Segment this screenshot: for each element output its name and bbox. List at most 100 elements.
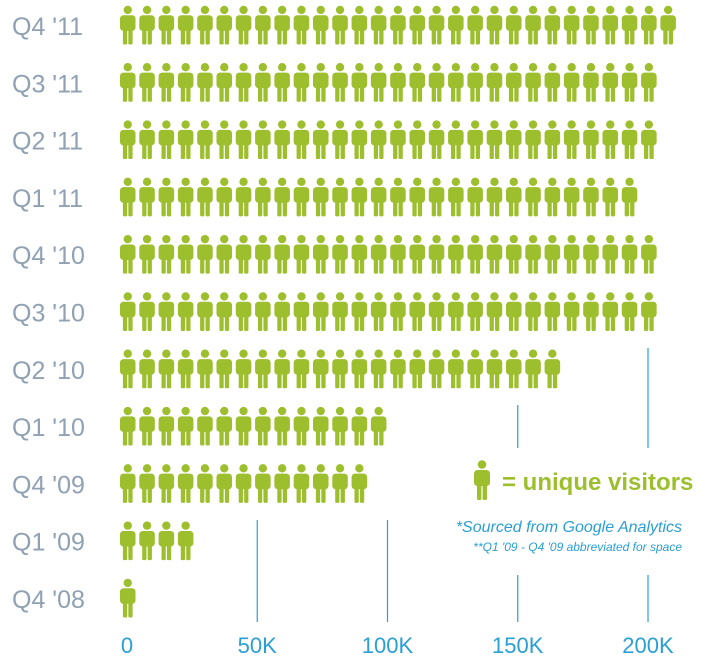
person-icon xyxy=(505,292,522,331)
category-label: Q3 '10 xyxy=(12,300,85,328)
person-icon xyxy=(448,234,464,274)
person-icon xyxy=(255,177,271,217)
person-icon xyxy=(197,349,213,389)
person-icon xyxy=(158,234,175,274)
person-icon xyxy=(177,5,194,45)
person-icon xyxy=(139,63,155,102)
person-icon xyxy=(428,234,445,274)
person-icon xyxy=(177,63,194,102)
person-icon xyxy=(235,406,252,446)
person-icon xyxy=(602,5,619,45)
person-icon xyxy=(428,292,445,331)
bar-row xyxy=(119,5,676,45)
person-icon xyxy=(467,292,483,331)
person-icon xyxy=(139,349,155,389)
person-icon xyxy=(332,406,348,446)
person-icon xyxy=(602,234,619,274)
source-note: *Sourced from Google Analytics xyxy=(456,519,682,536)
person-icon xyxy=(139,234,155,274)
person-icon xyxy=(525,349,541,389)
person-icon xyxy=(486,120,503,160)
person-icon xyxy=(332,464,348,503)
person-icon xyxy=(409,63,426,102)
bar-row xyxy=(119,177,638,217)
legend: = unique visitors xyxy=(474,460,693,500)
person-icon xyxy=(428,63,445,102)
person-icon xyxy=(158,5,175,45)
abbreviation-note: **Q1 '09 - Q4 '09 abbreviated for space xyxy=(473,540,682,554)
person-icon xyxy=(197,120,213,160)
person-icon xyxy=(255,464,271,503)
person-icon xyxy=(158,177,175,217)
person-icon xyxy=(505,234,522,274)
person-icon xyxy=(139,292,155,331)
person-icon xyxy=(235,120,252,160)
person-icon xyxy=(274,464,290,503)
person-icon xyxy=(293,234,310,274)
category-label: Q1 '09 xyxy=(12,529,85,557)
person-icon xyxy=(505,177,522,217)
category-labels: Q4 '11 Q3 '11 Q2 '11 Q1 '11 Q4 '10 Q3 '10 Q2 '… xyxy=(12,13,85,614)
person-icon xyxy=(139,521,155,561)
person-icon xyxy=(370,120,387,160)
person-icon xyxy=(641,63,657,102)
person-icon xyxy=(428,177,445,217)
person-icon xyxy=(177,177,194,217)
person-icon xyxy=(216,292,233,331)
person-icon xyxy=(486,63,503,102)
person-icon xyxy=(544,5,561,45)
person-icon xyxy=(293,406,310,446)
person-icon xyxy=(274,120,290,160)
person-icon xyxy=(409,120,426,160)
x-tick-label: 150K xyxy=(492,633,544,658)
bar-row xyxy=(119,234,657,274)
legend-label: = unique visitors xyxy=(502,469,693,496)
person-icon xyxy=(255,292,271,331)
person-icon xyxy=(428,349,445,389)
person-icon xyxy=(602,120,619,160)
person-icon xyxy=(660,5,676,45)
category-label: Q3 '11 xyxy=(12,70,83,98)
person-icon xyxy=(563,177,580,217)
x-tick-label: 50K xyxy=(238,633,277,658)
gridlines xyxy=(256,348,649,622)
person-icon xyxy=(583,234,599,274)
person-icon xyxy=(158,521,175,561)
person-icon xyxy=(293,5,310,45)
person-icon xyxy=(274,292,290,331)
person-icon xyxy=(544,177,561,217)
person-icon xyxy=(467,63,483,102)
person-icon xyxy=(332,234,348,274)
category-label: Q2 '10 xyxy=(12,357,85,385)
person-icon xyxy=(351,234,368,274)
category-label: Q4 '10 xyxy=(12,242,85,270)
person-icon xyxy=(641,120,657,160)
person-icon xyxy=(409,234,426,274)
person-icon xyxy=(235,292,252,331)
person-icon xyxy=(312,292,329,331)
person-icon xyxy=(119,234,136,274)
person-icon xyxy=(119,406,136,446)
person-icon xyxy=(216,5,233,45)
person-icon xyxy=(486,292,503,331)
person-icon xyxy=(197,292,213,331)
person-icon xyxy=(467,120,483,160)
person-icon xyxy=(312,63,329,102)
person-icon xyxy=(332,177,348,217)
person-icon xyxy=(351,292,368,331)
person-icon xyxy=(255,406,271,446)
person-icon xyxy=(641,234,657,274)
person-icon xyxy=(119,177,136,217)
person-icon xyxy=(293,177,310,217)
person-icon xyxy=(525,63,541,102)
person-icon xyxy=(312,349,329,389)
person-icon xyxy=(293,464,310,503)
person-icon xyxy=(621,177,638,217)
person-icon xyxy=(563,292,580,331)
person-icon xyxy=(390,120,406,160)
person-icon xyxy=(583,177,599,217)
person-icon xyxy=(255,234,271,274)
person-icon xyxy=(409,349,426,389)
person-icon xyxy=(139,177,155,217)
